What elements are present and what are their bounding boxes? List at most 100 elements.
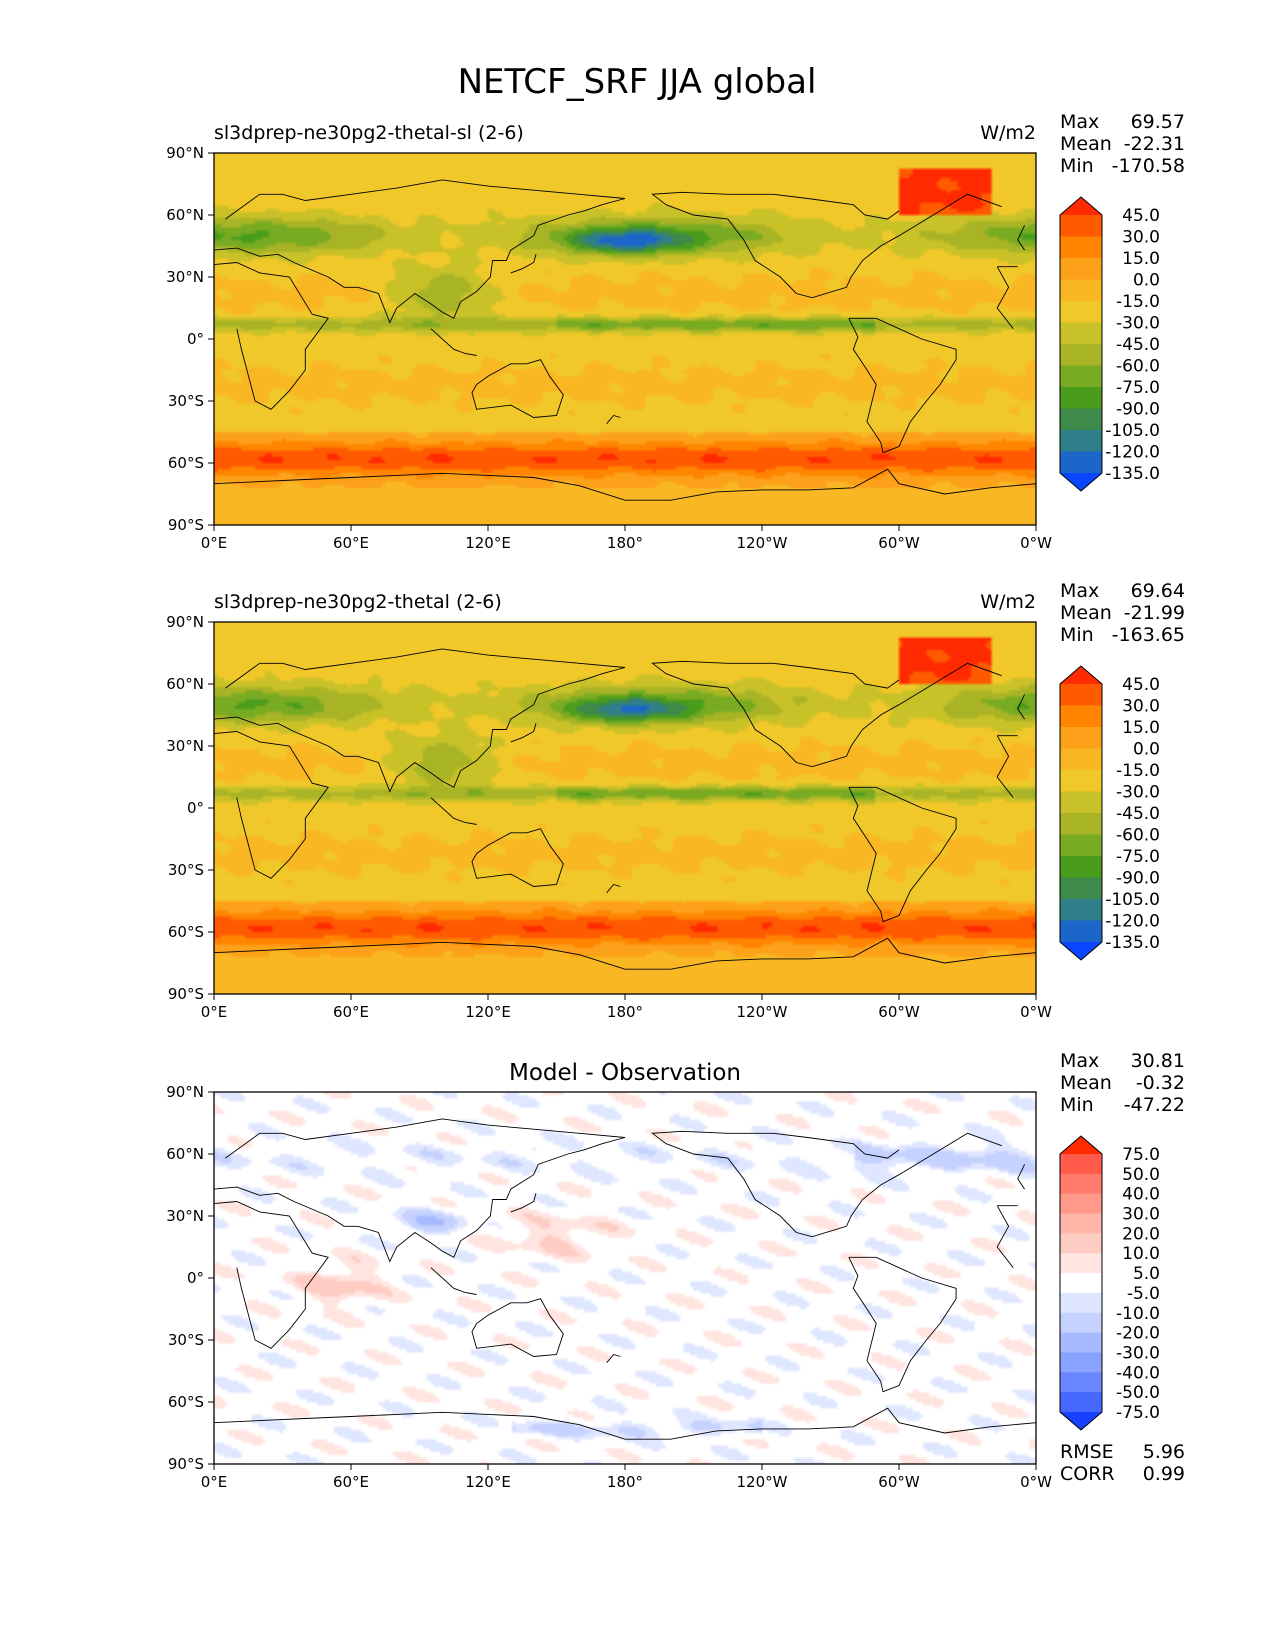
lon-tick-label: 0°E bbox=[201, 534, 228, 552]
lat-tick-label: 0° bbox=[187, 799, 204, 817]
colorbar-segment bbox=[1060, 258, 1102, 281]
field-fill bbox=[214, 1092, 1036, 1464]
stat-mean-label: Mean bbox=[1060, 133, 1112, 155]
colorbar-tick-label: -120.0 bbox=[1105, 443, 1160, 463]
colorbar-tick-label: -30.0 bbox=[1116, 1343, 1160, 1363]
colorbar: 45.030.015.00.0-15.0-30.0-45.0-60.0-75.0… bbox=[1059, 665, 1160, 961]
colorbar-tick-label: -40.0 bbox=[1116, 1363, 1160, 1383]
colorbar-segment bbox=[1060, 899, 1102, 922]
stat-min-label: Min bbox=[1060, 1094, 1094, 1116]
stat-mean-value: -21.99 bbox=[1124, 602, 1185, 624]
lat-tick-label: 60°S bbox=[168, 1393, 204, 1411]
colorbar-tick-label: -5.0 bbox=[1127, 1284, 1160, 1304]
colorbar-tick-label: 0.0 bbox=[1133, 271, 1160, 291]
lat-tick-label: 60°S bbox=[168, 923, 204, 941]
lon-tick-label: 180° bbox=[607, 534, 643, 552]
colorbar-segment bbox=[1060, 215, 1102, 238]
lon-tick-label: 120°W bbox=[737, 1003, 788, 1021]
panel-title: sl3dprep-ne30pg2-thetal-sl (2-6) bbox=[214, 122, 524, 144]
lat-tick-label: 90°S bbox=[168, 1455, 204, 1473]
colorbar-tick-label: -45.0 bbox=[1116, 804, 1160, 824]
lon-tick-label: 120°W bbox=[737, 534, 788, 552]
stat-max-label: Max bbox=[1060, 580, 1099, 602]
colorbar-tick-label: -30.0 bbox=[1116, 314, 1160, 334]
panel-title: sl3dprep-ne30pg2-thetal (2-6) bbox=[214, 591, 502, 613]
stat-min-label: Min bbox=[1060, 155, 1094, 177]
stat-mean-label: Mean bbox=[1060, 1072, 1112, 1094]
colorbar-tick-label: 75.0 bbox=[1122, 1145, 1160, 1165]
colorbar-tick-label: -90.0 bbox=[1116, 400, 1160, 420]
colorbar-segment bbox=[1060, 344, 1102, 367]
lat-tick-label: 60°S bbox=[168, 454, 204, 472]
colorbar-outline bbox=[1059, 665, 1103, 961]
lat-tick-label: 60°N bbox=[166, 1145, 204, 1163]
colorbar-tick-label: -15.0 bbox=[1116, 292, 1160, 312]
colorbar-segment bbox=[1060, 1154, 1102, 1175]
colorbar-tick-label: -135.0 bbox=[1105, 933, 1160, 953]
colorbar-tick-label: 50.0 bbox=[1122, 1165, 1160, 1185]
colorbar-segment bbox=[1060, 1372, 1102, 1393]
stat-min-value: -163.65 bbox=[1112, 624, 1185, 646]
colorbar-segment bbox=[1060, 834, 1102, 857]
colorbar-tick-label: 30.0 bbox=[1122, 1205, 1160, 1225]
colorbar-outline bbox=[1059, 196, 1103, 492]
colorbar-segment bbox=[1060, 1273, 1102, 1294]
colorbar-segment bbox=[1060, 1292, 1102, 1314]
lat-tick-label: 30°N bbox=[166, 737, 204, 755]
colorbar-segment bbox=[1060, 430, 1102, 453]
field-fill bbox=[214, 622, 1036, 994]
lat-tick-label: 0° bbox=[187, 1269, 204, 1287]
panel-title: Model - Observation bbox=[509, 1060, 741, 1086]
colorbar-tick-label: -120.0 bbox=[1105, 912, 1160, 932]
stat-min-label: Min bbox=[1060, 624, 1094, 646]
map-panel-3: Model - Observation 90°N 60°N 30°N 0° 30°S 60°… bbox=[166, 1050, 1185, 1491]
metric-rmse-value: 5.96 bbox=[1143, 1441, 1185, 1463]
coastlines bbox=[213, 648, 1037, 970]
stat-max-value: 30.81 bbox=[1131, 1050, 1185, 1072]
colorbar-tick-label: -75.0 bbox=[1116, 1403, 1160, 1423]
colorbar-tick-label: 30.0 bbox=[1122, 697, 1160, 717]
colorbar-segment bbox=[1060, 920, 1102, 943]
colorbar-segment bbox=[1060, 1392, 1102, 1413]
coastlines bbox=[213, 1118, 1037, 1440]
lon-tick-label: 120°E bbox=[465, 1473, 511, 1491]
colorbar-outline bbox=[1059, 1135, 1103, 1431]
colorbar-tick-label: 40.0 bbox=[1122, 1185, 1160, 1205]
colorbar-extend-min bbox=[1060, 942, 1102, 960]
lon-tick-label: 60°W bbox=[878, 1473, 920, 1491]
colorbar-segment bbox=[1060, 1332, 1102, 1354]
lat-tick-label: 60°N bbox=[166, 675, 204, 693]
stat-mean-value: -0.32 bbox=[1136, 1072, 1185, 1094]
lat-tick-label: 30°S bbox=[168, 1331, 204, 1349]
metric-corr-label: CORR bbox=[1060, 1463, 1115, 1485]
colorbar: 45.030.015.00.0-15.0-30.0-45.0-60.0-75.0… bbox=[1059, 196, 1160, 492]
lon-tick-label: 120°E bbox=[465, 1003, 511, 1021]
colorbar-segment bbox=[1060, 279, 1102, 302]
colorbar-tick-label: 10.0 bbox=[1122, 1244, 1160, 1264]
stat-max-label: Max bbox=[1060, 111, 1099, 133]
field-fill bbox=[214, 153, 1036, 525]
colorbar-tick-label: -30.0 bbox=[1116, 783, 1160, 803]
lon-tick-label: 180° bbox=[607, 1003, 643, 1021]
coastlines bbox=[213, 179, 1037, 501]
colorbar-segment bbox=[1060, 365, 1102, 388]
lon-tick-label: 0°E bbox=[201, 1003, 228, 1021]
lon-tick-label: 60°E bbox=[333, 1473, 369, 1491]
lon-tick-label: 0°E bbox=[201, 1473, 228, 1491]
colorbar-tick-label: -50.0 bbox=[1116, 1383, 1160, 1403]
colorbar-segment bbox=[1060, 770, 1102, 793]
colorbar-tick-label: -15.0 bbox=[1116, 761, 1160, 781]
stat-max-value: 69.64 bbox=[1131, 580, 1185, 602]
lon-tick-label: 60°W bbox=[878, 534, 920, 552]
colorbar-segment bbox=[1060, 1352, 1102, 1373]
colorbar-segment bbox=[1060, 1233, 1102, 1254]
colorbar-tick-label: -105.0 bbox=[1105, 421, 1160, 441]
colorbar-segment bbox=[1060, 856, 1102, 879]
colorbar-tick-label: -45.0 bbox=[1116, 335, 1160, 355]
stat-max-label: Max bbox=[1060, 1050, 1099, 1072]
colorbar-tick-label: 30.0 bbox=[1122, 228, 1160, 248]
colorbar-extend-max bbox=[1060, 197, 1102, 215]
lat-tick-label: 90°S bbox=[168, 516, 204, 534]
metric-corr-value: 0.99 bbox=[1143, 1463, 1185, 1485]
lon-tick-label: 120°E bbox=[465, 534, 511, 552]
